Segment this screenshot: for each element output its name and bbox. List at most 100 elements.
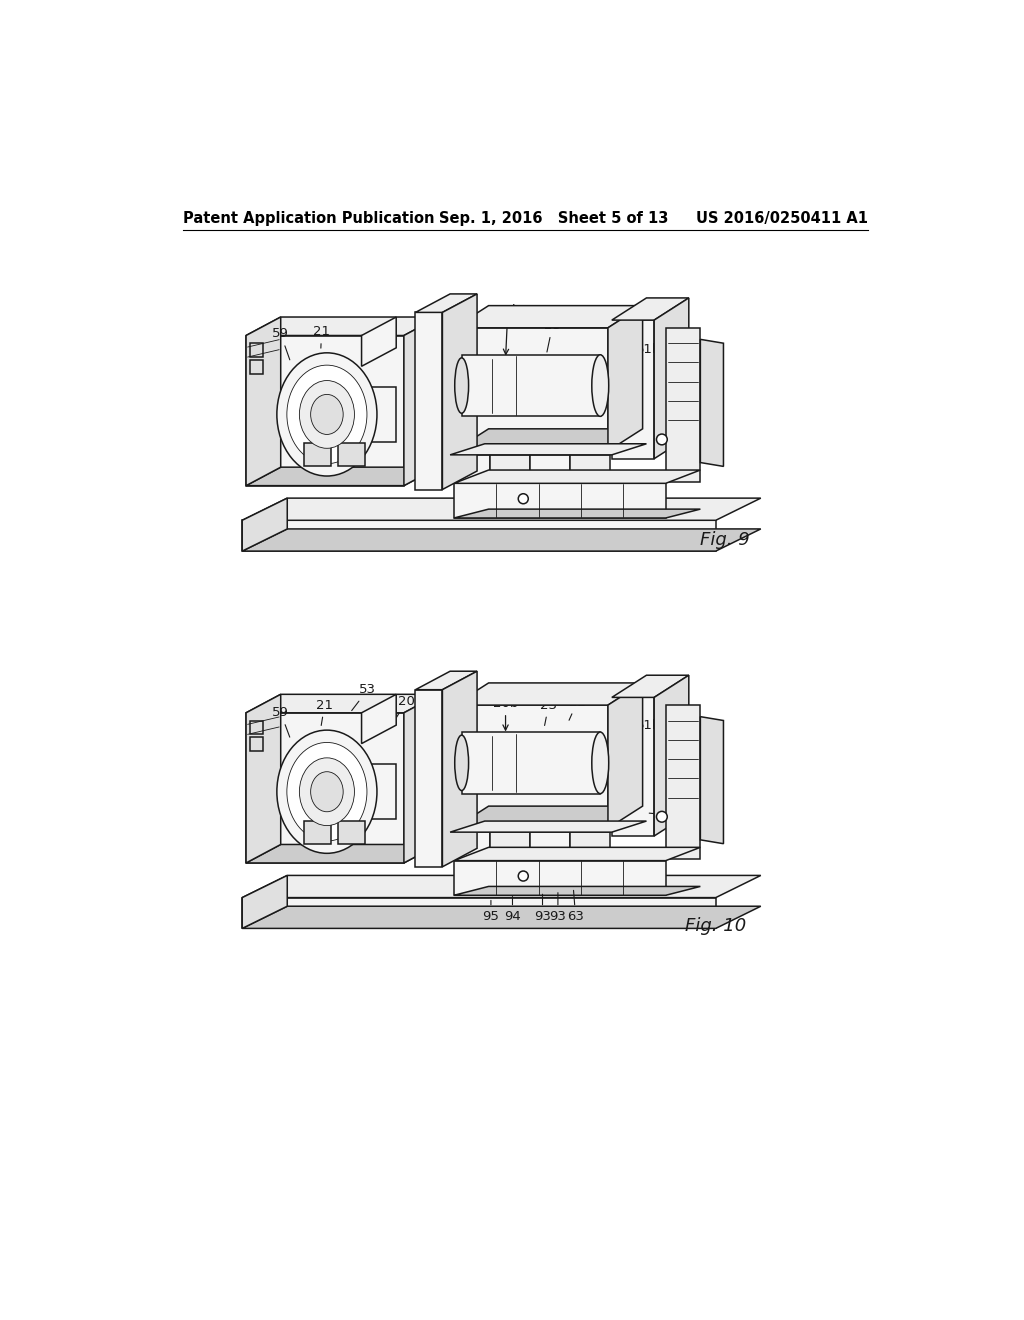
Polygon shape — [250, 343, 263, 358]
Polygon shape — [451, 444, 646, 455]
Ellipse shape — [299, 758, 354, 825]
Polygon shape — [700, 717, 724, 843]
Polygon shape — [700, 339, 724, 466]
Text: 93: 93 — [550, 892, 566, 924]
Polygon shape — [608, 682, 643, 829]
Polygon shape — [611, 321, 654, 459]
Text: 59: 59 — [272, 327, 290, 360]
Text: Fig. 10: Fig. 10 — [685, 917, 746, 935]
Text: 94: 94 — [504, 896, 521, 924]
Polygon shape — [454, 847, 700, 861]
Ellipse shape — [455, 358, 469, 413]
Polygon shape — [490, 455, 530, 482]
Text: 63: 63 — [567, 891, 584, 924]
Polygon shape — [462, 733, 600, 793]
Polygon shape — [246, 694, 281, 863]
Polygon shape — [243, 520, 716, 552]
Ellipse shape — [310, 395, 343, 434]
Polygon shape — [451, 821, 646, 832]
Text: Sep. 1, 2016   Sheet 5 of 13: Sep. 1, 2016 Sheet 5 of 13 — [438, 211, 668, 226]
Text: Patent Application Publication: Patent Application Publication — [183, 211, 434, 226]
Polygon shape — [451, 455, 490, 482]
Ellipse shape — [276, 730, 377, 853]
Text: 20b: 20b — [493, 697, 518, 730]
Polygon shape — [570, 832, 610, 859]
Polygon shape — [462, 355, 600, 416]
Polygon shape — [608, 306, 643, 451]
Polygon shape — [246, 694, 438, 713]
Text: 53: 53 — [351, 684, 376, 710]
Polygon shape — [454, 807, 643, 829]
Ellipse shape — [287, 742, 367, 841]
Text: 61b: 61b — [630, 719, 660, 738]
Text: 20: 20 — [394, 694, 415, 722]
Text: 23: 23 — [544, 319, 561, 352]
Polygon shape — [304, 821, 331, 843]
Text: 95: 95 — [482, 900, 500, 924]
Text: 93: 93 — [535, 894, 551, 924]
Polygon shape — [327, 387, 396, 442]
Ellipse shape — [656, 812, 668, 822]
Polygon shape — [490, 832, 530, 859]
Polygon shape — [361, 317, 396, 367]
Ellipse shape — [310, 772, 343, 812]
Polygon shape — [243, 898, 716, 928]
Ellipse shape — [455, 735, 469, 791]
Polygon shape — [246, 335, 403, 486]
Polygon shape — [451, 832, 490, 859]
Text: US 2016/0250411 A1: US 2016/0250411 A1 — [696, 211, 868, 226]
Polygon shape — [454, 705, 608, 829]
Polygon shape — [243, 907, 761, 928]
Polygon shape — [243, 498, 761, 520]
Polygon shape — [570, 455, 610, 482]
Text: 61b: 61b — [630, 343, 660, 363]
Polygon shape — [442, 671, 477, 867]
Polygon shape — [327, 764, 396, 820]
Text: 21: 21 — [316, 698, 333, 726]
Polygon shape — [243, 875, 288, 928]
Polygon shape — [339, 444, 366, 466]
Polygon shape — [654, 676, 689, 836]
Polygon shape — [442, 294, 477, 490]
Polygon shape — [416, 313, 442, 490]
Text: Fig. 9: Fig. 9 — [700, 532, 751, 549]
Polygon shape — [611, 676, 689, 697]
Polygon shape — [454, 429, 643, 451]
Text: 96: 96 — [649, 809, 681, 822]
Polygon shape — [250, 721, 263, 734]
Polygon shape — [246, 317, 438, 335]
Polygon shape — [403, 694, 438, 863]
Polygon shape — [454, 470, 700, 483]
Polygon shape — [454, 861, 666, 895]
Polygon shape — [339, 821, 366, 843]
Polygon shape — [611, 298, 689, 321]
Polygon shape — [454, 327, 608, 451]
Polygon shape — [246, 467, 438, 486]
Ellipse shape — [518, 494, 528, 504]
Text: 21: 21 — [313, 325, 330, 348]
Polygon shape — [530, 832, 570, 859]
Ellipse shape — [276, 352, 377, 477]
Polygon shape — [454, 682, 643, 705]
Polygon shape — [304, 444, 331, 466]
Polygon shape — [250, 738, 263, 751]
Polygon shape — [403, 317, 438, 486]
Polygon shape — [361, 694, 396, 743]
Polygon shape — [454, 887, 700, 895]
Polygon shape — [246, 713, 403, 863]
Polygon shape — [243, 875, 761, 898]
Ellipse shape — [592, 355, 608, 416]
Polygon shape — [416, 294, 477, 313]
Polygon shape — [416, 671, 477, 689]
Polygon shape — [454, 306, 643, 327]
Ellipse shape — [299, 380, 354, 449]
Polygon shape — [666, 327, 700, 482]
Ellipse shape — [518, 871, 528, 880]
Polygon shape — [654, 298, 689, 459]
Text: 59: 59 — [272, 706, 290, 737]
Polygon shape — [246, 845, 438, 863]
Text: 23: 23 — [541, 698, 557, 726]
Text: 20b: 20b — [496, 304, 520, 355]
Polygon shape — [454, 510, 700, 517]
Text: 52: 52 — [420, 684, 463, 710]
